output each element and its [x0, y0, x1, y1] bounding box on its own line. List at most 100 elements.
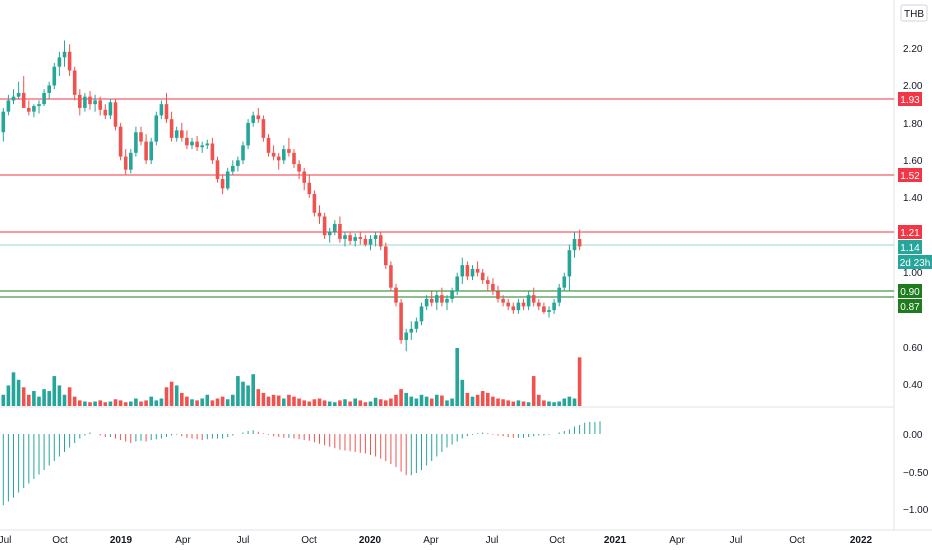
volume-bar: [144, 400, 148, 406]
oscillator-tick: 0.00: [903, 430, 923, 441]
price-label-r1[interactable]: 1.93: [898, 92, 922, 106]
candle-body: [348, 235, 352, 241]
volume-bar: [236, 376, 240, 406]
volume-bar: [399, 389, 403, 406]
price-tick: 0.40: [903, 380, 923, 391]
candle-body: [353, 237, 357, 241]
volume-bar: [358, 400, 363, 406]
candle-body: [231, 165, 235, 172]
oscillator-axis[interactable]: 0.00 −0.50 −1.00: [903, 430, 929, 516]
candle-body: [180, 130, 184, 138]
volume-bar: [256, 389, 261, 406]
time-axis[interactable]: Jul Oct 2019 Apr Jul Oct 2020 Apr Jul Oc…: [0, 535, 873, 546]
volume-bar: [542, 400, 546, 406]
price-label-r1-bg: [898, 92, 922, 106]
volume-bar: [220, 396, 225, 406]
volume-bar: [531, 376, 536, 406]
candle-body: [164, 104, 169, 120]
candle-body: [236, 160, 240, 166]
candle-body: [373, 235, 378, 239]
price-label-r2-bg: [898, 168, 922, 182]
price-label-r1-text: 1.93: [900, 95, 920, 106]
candle-body: [384, 246, 388, 266]
price-label-s2[interactable]: 0.87: [898, 299, 922, 313]
volume-bar: [424, 396, 429, 406]
price-tick: 0.60: [903, 343, 923, 354]
candlesticks: [1, 40, 582, 352]
volume-bar: [16, 379, 21, 406]
candle-body: [67, 51, 72, 71]
volume-bar: [282, 398, 286, 406]
volume-bar: [465, 392, 470, 406]
volume-bar: [302, 400, 306, 406]
time-tick: Oct: [301, 535, 317, 546]
price-label-last[interactable]: 1.14: [898, 240, 922, 254]
volume-bar: [190, 399, 194, 406]
volume-bar: [251, 374, 255, 406]
volume-bar: [129, 401, 133, 406]
volume-bar: [317, 398, 322, 406]
time-tick: Apr: [175, 535, 191, 546]
volume-bar: [1, 394, 6, 406]
candle-body: [103, 109, 108, 116]
volume-bar: [11, 372, 16, 406]
volume-bar: [343, 399, 347, 406]
price-tick: 1.00: [903, 268, 923, 279]
candle-body: [399, 302, 403, 341]
volume-bar: [113, 399, 118, 406]
price-label-s1-bg: [898, 284, 922, 298]
currency-badge[interactable]: THB: [900, 4, 928, 22]
candle-body: [501, 298, 505, 303]
candle-body: [32, 106, 36, 112]
volume-bar: [511, 401, 516, 406]
currency-label: THB: [904, 9, 924, 20]
candle-body: [72, 70, 77, 95]
candle-body: [190, 141, 194, 146]
volume-bar: [562, 398, 567, 406]
volume-bar: [210, 400, 215, 406]
candle-body: [144, 141, 148, 161]
candle-body: [241, 145, 245, 161]
volume-bar: [435, 394, 439, 406]
candle-body: [445, 298, 449, 303]
price-axis[interactable]: 2.20 2.00 1.80 1.60 1.40 1.00 0.60 0.40: [903, 44, 923, 391]
volume-bar: [21, 387, 26, 406]
candle-body: [205, 143, 210, 146]
volume-bar: [384, 400, 388, 406]
candle-body: [139, 132, 143, 142]
candle-body: [62, 51, 67, 58]
volume-bar: [572, 398, 577, 406]
bar-countdown-text: 2d 23h: [900, 258, 931, 269]
candle-body: [47, 85, 51, 93]
candle-body: [251, 115, 255, 123]
candle-body: [537, 302, 541, 307]
candle-body: [322, 216, 327, 236]
candle-body: [174, 130, 179, 138]
candle-body: [52, 66, 57, 86]
time-tick: 2022: [850, 535, 873, 546]
volume-bar: [414, 398, 419, 406]
candle-body: [276, 156, 281, 161]
volume-bar: [225, 399, 230, 406]
candle-body: [37, 104, 41, 107]
volume-bar: [154, 400, 159, 406]
price-label-r3[interactable]: 1.21: [898, 225, 922, 239]
volume-bar: [27, 394, 31, 406]
candle-body: [531, 295, 536, 303]
volume-bar: [57, 385, 62, 406]
candle-body: [491, 283, 495, 292]
price-label-r2[interactable]: 1.52: [898, 168, 922, 182]
volume-bar: [327, 401, 332, 406]
candle-body: [358, 237, 363, 239]
price-tick: 1.40: [903, 193, 923, 204]
price-label-s1[interactable]: 0.90: [898, 284, 922, 298]
candle-body: [557, 287, 561, 303]
volume-bar: [174, 385, 179, 406]
candle-body: [21, 92, 26, 108]
candle-body: [307, 182, 312, 195]
volume-bar: [506, 400, 510, 406]
oscillator-tick: −0.50: [903, 468, 929, 479]
volume-bar: [42, 389, 46, 406]
volume-bar: [429, 398, 434, 406]
